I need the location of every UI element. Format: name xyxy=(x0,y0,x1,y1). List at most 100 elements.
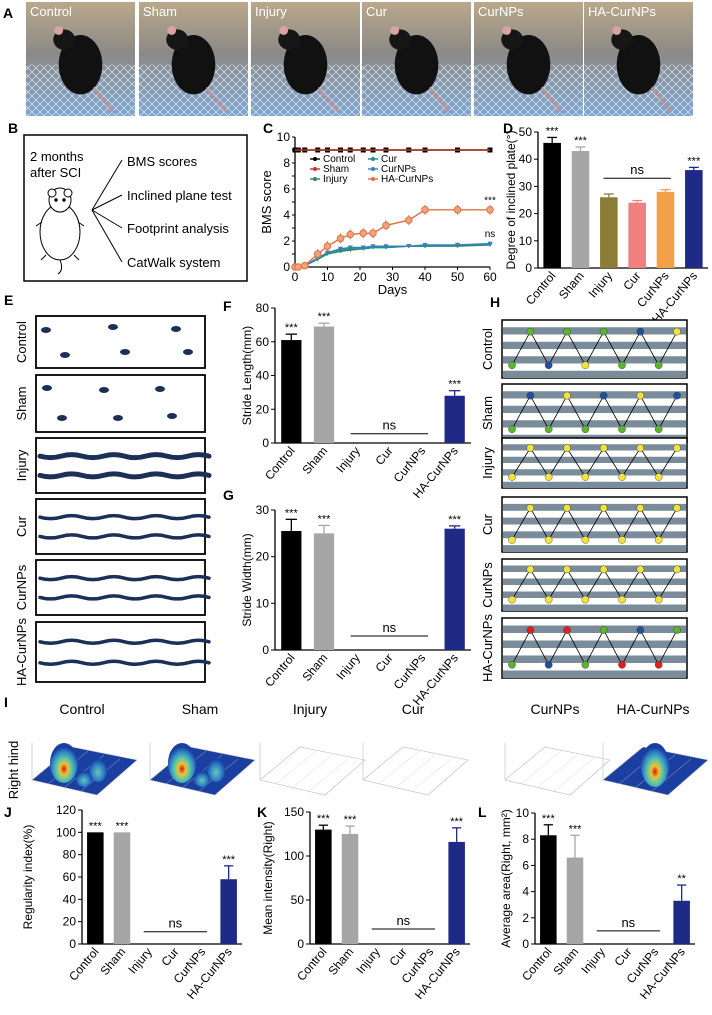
y-tick-label: 30 xyxy=(519,179,533,193)
y-tick-label: 20 xyxy=(519,207,533,221)
bar-sham xyxy=(341,834,359,944)
legend-marker xyxy=(371,167,375,171)
x-tick-label: Injury xyxy=(333,651,363,682)
row-label: Injury xyxy=(14,449,29,481)
footprint-box-5 xyxy=(35,621,206,683)
panel-a-photos: A Control Sham Injury Cur CurNPs HA-CurNPs xyxy=(3,2,693,116)
heatmap-grid xyxy=(520,750,562,785)
paw-marker xyxy=(544,473,553,481)
paw-marker xyxy=(563,504,571,512)
footprint xyxy=(41,327,51,333)
branch-arrows xyxy=(91,159,123,263)
paw-marker xyxy=(618,595,626,604)
mouse-icon xyxy=(35,187,85,275)
paw-marker xyxy=(618,661,626,669)
drag-trace xyxy=(38,594,211,601)
mouse-tail-0 xyxy=(92,86,114,114)
footprint-box-0 xyxy=(35,315,206,369)
significance-label: *** xyxy=(89,820,103,832)
paw-marker xyxy=(526,327,535,336)
point xyxy=(347,245,353,250)
photo-label-5: HA-CurNPs xyxy=(588,4,656,19)
point xyxy=(360,245,366,250)
legend-marker xyxy=(371,177,375,181)
footprint xyxy=(57,415,67,421)
paw-marker xyxy=(581,425,590,434)
heatmap-grid xyxy=(552,758,594,793)
paw-marker xyxy=(673,504,681,512)
bar-ha-curnps xyxy=(448,841,465,944)
panel-label-g: G xyxy=(223,487,234,503)
panel-label-k: K xyxy=(257,804,267,820)
bar-sham xyxy=(571,151,590,268)
mouse-ear-1 xyxy=(167,26,177,35)
row-label: Cur xyxy=(480,513,495,535)
mouse-body-0 xyxy=(58,35,103,95)
x-tick-label: Cur xyxy=(158,945,181,969)
mouse-ear-5 xyxy=(612,26,622,35)
panel-label-f: F xyxy=(223,298,232,314)
heatmap-grid xyxy=(291,754,333,789)
point xyxy=(487,241,493,246)
significance-label: *** xyxy=(687,155,701,167)
catwalk-stripe xyxy=(503,604,686,611)
mouse-ear-0 xyxy=(54,26,64,35)
ns-label: ns xyxy=(168,916,182,931)
x-tick-label: 60 xyxy=(483,270,497,284)
paw-marker xyxy=(526,504,535,512)
footprint-box-1 xyxy=(35,374,206,433)
catwalk-stripe xyxy=(503,456,686,463)
row-label: HA-CurNPs xyxy=(480,614,495,682)
heatmap-title: CurNPs xyxy=(530,701,579,717)
heatmap-peak xyxy=(168,743,196,783)
significance-label: *** xyxy=(542,813,556,825)
heatmap-peak xyxy=(194,771,210,787)
y-axis-label: BMS score xyxy=(259,170,274,234)
x-tick-label: Cur xyxy=(611,945,634,969)
ns-label: ns xyxy=(630,162,644,177)
significance-label: *** xyxy=(318,311,332,323)
significance-label: *** xyxy=(484,195,496,206)
paw-marker xyxy=(508,661,516,669)
mouse-tail-4 xyxy=(540,86,562,114)
significance-label: ** xyxy=(677,873,686,885)
footprint xyxy=(42,385,52,391)
paw-marker xyxy=(636,626,645,634)
point xyxy=(346,230,355,239)
bar-control xyxy=(281,531,302,650)
catwalk-stripe xyxy=(503,655,686,663)
panel-label-c: C xyxy=(263,120,273,136)
row-label: CurNPs xyxy=(14,564,29,610)
bar-ha-curnps xyxy=(444,395,465,443)
drag-trace xyxy=(38,574,211,582)
x-tick-label: 20 xyxy=(353,270,367,284)
heatmap-title: Cur xyxy=(402,701,425,717)
panel-label-e: E xyxy=(4,292,13,308)
bar-control xyxy=(543,142,561,268)
x-tick-label: Cur xyxy=(372,651,395,675)
catwalk-stripe xyxy=(503,356,686,364)
footprint xyxy=(155,386,165,392)
paw-marker xyxy=(544,661,553,669)
footprint xyxy=(171,326,181,332)
row-label: Sham xyxy=(480,396,495,430)
footprint-box-3 xyxy=(35,498,206,555)
footprint xyxy=(99,387,109,393)
panel-label-l: L xyxy=(478,804,487,820)
point xyxy=(455,242,460,247)
x-tick-label: Cur xyxy=(620,269,643,293)
row-label: Cur xyxy=(14,515,29,537)
heatmap-peak xyxy=(76,771,92,787)
y-tick-label: 0 xyxy=(283,260,290,274)
y-tick-label: 30 xyxy=(256,503,270,517)
paw-marker xyxy=(544,425,553,434)
x-tick-label: 0 xyxy=(292,270,299,284)
drag-trace xyxy=(37,471,212,480)
y-axis-label: Mean intensity(Right) xyxy=(261,821,275,934)
catwalk-stripe xyxy=(503,341,686,349)
catwalk-stripe xyxy=(503,469,686,476)
y-tick-label: 100 xyxy=(284,849,304,863)
catwalk-stripe xyxy=(503,391,686,399)
point xyxy=(336,234,345,243)
